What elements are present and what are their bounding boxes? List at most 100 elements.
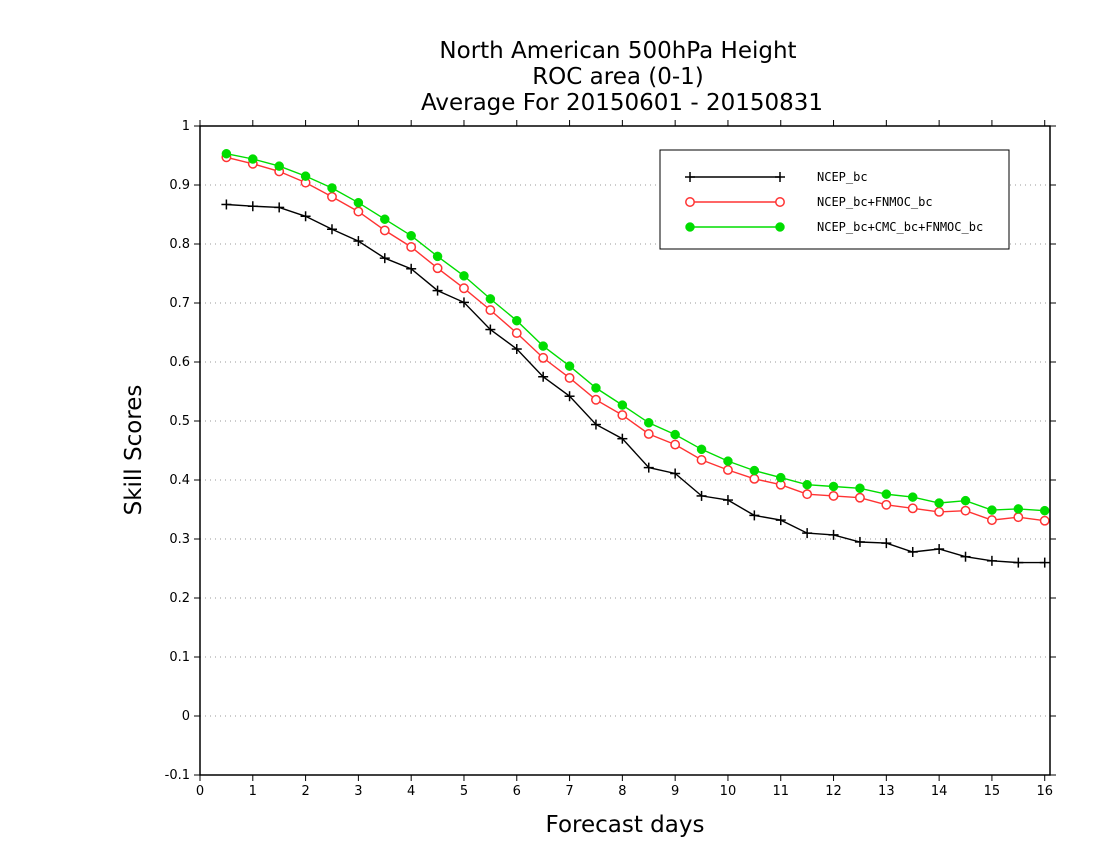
x-tick-label: 2 — [301, 784, 309, 799]
data-point — [326, 224, 337, 235]
x-axis: 0 1 2 3 4 5 6 7 8 9 10 11 12 13 14 15 16 — [196, 120, 1053, 799]
chart-title-line-2: ROC area (0-1) — [532, 64, 704, 90]
data-point — [670, 468, 681, 479]
data-point — [696, 444, 707, 455]
data-point — [485, 324, 496, 335]
y-tick-label: 0.6 — [169, 355, 190, 370]
data-point — [881, 538, 892, 549]
data-point — [802, 489, 813, 500]
data-point — [300, 171, 311, 181]
data-point — [1039, 505, 1050, 516]
series-1 — [221, 199, 1050, 568]
data-point — [248, 154, 258, 164]
data-point — [644, 418, 654, 428]
data-point — [775, 222, 785, 232]
data-point — [591, 383, 601, 393]
data-point — [723, 465, 733, 475]
y-tick-label: 0 — [182, 709, 190, 724]
data-point — [485, 294, 496, 304]
data-point — [987, 505, 997, 515]
data-point — [1039, 557, 1050, 568]
data-point — [828, 529, 839, 540]
x-tick-label: 8 — [618, 784, 626, 799]
y-tick-label: -0.1 — [165, 768, 190, 783]
data-point — [696, 454, 707, 465]
legend-box — [659, 149, 1010, 250]
data-point — [327, 183, 337, 193]
y-axis: -0.1 0 0.1 0.2 0.3 0.4 0.5 0.6 0.7 0.8 0.9 1 — [165, 119, 1056, 783]
x-axis-label: Forecast days — [546, 812, 705, 838]
data-point — [564, 361, 575, 371]
y-tick-label: 1 — [182, 119, 190, 134]
data-point — [1039, 515, 1050, 526]
y-tick-label: 0.3 — [169, 532, 190, 547]
x-tick-label: 14 — [931, 784, 948, 799]
series-2 — [221, 152, 1050, 526]
data-point — [353, 197, 364, 208]
legend-label: NCEP_bc — [817, 170, 868, 184]
legend: NCEP_bc NCEP_bc+FNMOC_bc NCEP_bc+CMC_bc+FN… — [659, 149, 1010, 250]
y-axis-label: Skill Scores — [121, 385, 147, 516]
chart-title-line-3: Average For 20150601 - 20150831 — [421, 90, 823, 116]
x-tick-label: 13 — [878, 784, 895, 799]
y-tick-label: 0.1 — [169, 650, 190, 665]
data-point — [685, 222, 695, 232]
data-point — [221, 148, 232, 159]
data-point — [511, 344, 522, 355]
data-point — [934, 544, 945, 555]
data-point — [907, 492, 918, 502]
data-point — [749, 465, 760, 476]
data-point — [380, 214, 390, 224]
y-tick-label: 0.9 — [169, 178, 190, 193]
data-point — [379, 225, 390, 236]
data-point — [775, 197, 785, 207]
data-point — [432, 263, 443, 274]
data-point — [300, 211, 311, 222]
data-point — [828, 481, 839, 492]
data-point — [512, 315, 522, 326]
x-tick-label: 9 — [671, 784, 679, 799]
data-point — [828, 490, 839, 501]
data-point — [723, 456, 733, 466]
x-tick-label: 4 — [407, 784, 415, 799]
data-point — [564, 372, 575, 383]
legend-label: NCEP_bc+FNMOC_bc — [817, 195, 933, 209]
data-point — [643, 462, 654, 473]
series-line — [226, 203, 1045, 564]
data-point — [881, 499, 892, 510]
data-point — [617, 400, 628, 410]
data-point — [564, 391, 575, 402]
data-point — [854, 492, 865, 503]
data-point — [1013, 512, 1024, 523]
data-point — [485, 305, 496, 316]
y-tick-label: 0.2 — [169, 591, 190, 606]
data-point — [960, 551, 971, 562]
data-point — [247, 201, 258, 212]
data-point — [617, 410, 628, 421]
data-point — [590, 419, 601, 430]
data-point — [749, 473, 760, 484]
legend-label: NCEP_bc+CMC_bc+FNMOC_bc — [817, 220, 983, 234]
data-point — [538, 341, 548, 351]
y-tick-label: 0.8 — [169, 237, 190, 252]
data-point — [685, 197, 695, 207]
data-point — [459, 283, 469, 294]
data-point — [960, 495, 971, 506]
data-point — [685, 172, 695, 182]
data-point — [274, 202, 285, 213]
x-tick-label: 12 — [825, 784, 842, 799]
y-tick-label: 0.4 — [169, 473, 190, 488]
y-tick-label: 0.5 — [169, 414, 190, 429]
data-point — [802, 479, 812, 490]
data-point — [722, 495, 733, 506]
data-point — [934, 498, 944, 508]
x-tick-label: 0 — [196, 784, 204, 799]
data-point — [353, 206, 364, 217]
data-point — [670, 439, 681, 450]
data-point — [775, 172, 785, 182]
data-point — [221, 199, 232, 210]
data-point — [802, 528, 813, 539]
legend-entry: NCEP_bc+CMC_bc+FNMOC_bc — [685, 220, 983, 234]
